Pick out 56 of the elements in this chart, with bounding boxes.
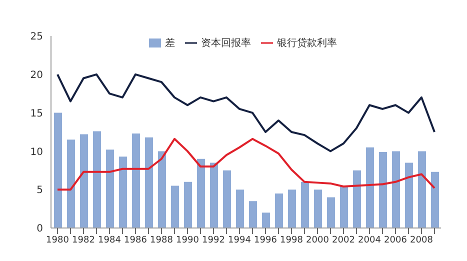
bar [197,158,205,228]
bar [275,193,283,228]
bar [379,152,387,228]
bar [340,186,348,228]
bar [223,170,231,228]
y-tick-label: 5 [36,185,43,196]
x-tick-label: 1982 [72,235,95,246]
bar [366,147,374,228]
bar [288,190,296,228]
bar [106,150,114,228]
line-series [56,73,436,152]
bar [119,156,127,228]
bar [210,162,218,228]
bar [93,131,101,228]
bar [236,190,244,228]
x-tick-label: 1988 [150,235,174,246]
bar [301,182,309,228]
bar [54,112,62,228]
bar [405,162,413,228]
legend-label: 差 [165,38,175,49]
y-tick-label: 10 [30,146,43,158]
bar [418,151,426,228]
x-tick-label: 1986 [124,235,148,246]
x-tick-label: 2002 [332,235,355,246]
x-tick-label: 1992 [202,235,225,246]
legend-label: 资本回报率 [201,38,251,49]
y-tick-label: 25 [30,32,43,43]
x-tick-label: 1990 [176,235,200,246]
bar [314,190,322,228]
bar [171,186,179,228]
y-tick-label: 0 [36,224,43,235]
x-tick-label: 2006 [384,235,408,246]
bar [327,197,335,228]
x-tick-label: 1994 [228,235,252,246]
bar [353,170,361,228]
x-tick-label: 1980 [46,235,70,246]
x-tick-label: 1984 [98,235,122,246]
bar [249,201,257,228]
bar [80,134,88,228]
x-tick-label: 1996 [254,235,278,246]
x-tick-label: 2000 [306,235,330,246]
x-tick-label: 2008 [410,235,434,246]
bar [145,137,153,228]
bar [431,172,439,228]
legend-label: 银行贷款利率 [277,38,337,49]
bar [132,134,140,228]
line-series [56,138,436,191]
bar [184,182,192,228]
x-tick-label: 2004 [358,235,382,246]
bar [158,151,166,228]
y-tick-label: 20 [30,70,43,81]
x-tick-label: 1998 [280,235,304,246]
y-tick-label: 15 [30,108,43,120]
bar [262,212,270,228]
bar [67,140,75,228]
bar [392,151,400,228]
